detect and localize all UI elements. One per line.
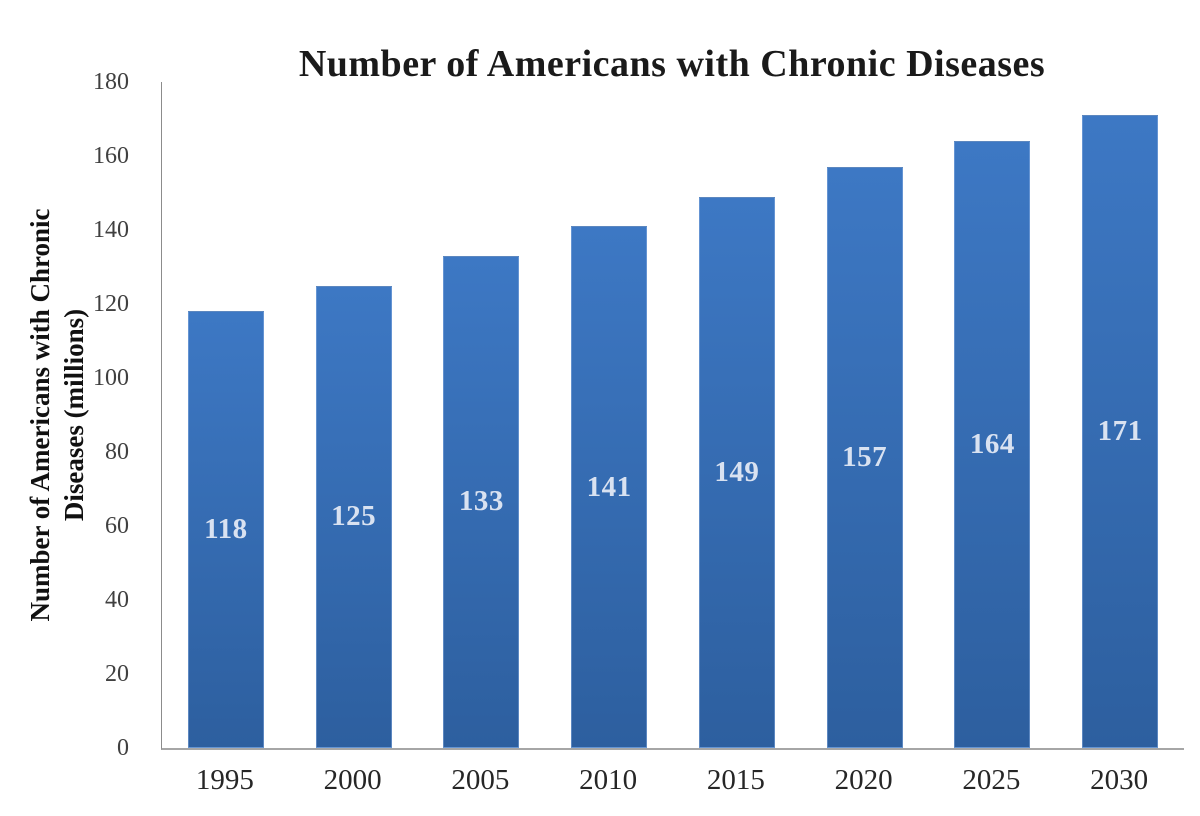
bar-slot-2015: 149: [673, 82, 801, 748]
y-tick-label-100: 100: [93, 365, 129, 391]
y-axis-tick-labels: 0 20 40 60 80 100 120 140 160 180: [0, 70, 147, 760]
bar-2000: 125: [315, 285, 392, 748]
x-tick-label-2025: 2025: [962, 763, 1021, 796]
bar-2010: 141: [571, 226, 648, 748]
bar-value-label-2005: 133: [458, 485, 504, 518]
y-tick-label-20: 20: [105, 661, 129, 688]
bar-2020: 157: [826, 167, 903, 748]
x-tick-label-2015: 2015: [706, 763, 765, 796]
x-tick-label-2010: 2010: [579, 763, 638, 796]
bar-slot-2020: 157: [801, 82, 929, 748]
x-tick-label-2000: 2000: [323, 763, 382, 796]
bar-value-label-2010: 141: [586, 470, 632, 503]
y-tick-label-40: 40: [105, 587, 129, 614]
bar-1995: 118: [187, 311, 264, 748]
y-tick-label-0: 0: [117, 735, 129, 761]
y-tick-label-160: 160: [93, 143, 129, 170]
bar-2015: 149: [698, 196, 775, 748]
bar-2005: 133: [443, 255, 520, 748]
bar-slot-2010: 141: [545, 82, 673, 748]
bar-value-label-2000: 125: [331, 500, 377, 533]
y-tick-label-180: 180: [93, 69, 129, 95]
bar-value-label-2020: 157: [842, 441, 888, 474]
x-tick-label-2005: 2005: [451, 763, 510, 796]
bar-value-label-2015: 149: [714, 455, 760, 488]
bar-value-label-2025: 164: [969, 428, 1015, 461]
chart-title: Number of Americans with Chronic Disease…: [298, 43, 1046, 85]
y-tick-label-140: 140: [93, 217, 129, 243]
x-tick-label-1995: 1995: [195, 763, 254, 796]
bar-value-label-2030: 171: [1097, 415, 1143, 448]
x-tick-label-2030: 2030: [1090, 763, 1149, 796]
bar-2030: 171: [1082, 115, 1159, 748]
y-tick-label-120: 120: [93, 291, 129, 317]
bar-slot-1995: 118: [162, 82, 290, 748]
bar-slot-2005: 133: [418, 82, 546, 748]
x-axis-tick-labels: 1995 2000 2005 2010 2015 2020 2025 2030: [161, 758, 1183, 802]
bar-2025: 164: [954, 141, 1031, 748]
x-tick-label-2020: 2020: [834, 763, 893, 796]
bar-value-label-1995: 118: [204, 513, 248, 546]
y-tick-label-80: 80: [105, 439, 129, 466]
bar-slot-2000: 125: [290, 82, 418, 748]
y-tick-label-60: 60: [105, 513, 129, 539]
bar-slot-2025: 164: [929, 82, 1057, 748]
bar-slot-2030: 171: [1056, 82, 1184, 748]
plot-area: 118 125 133 141 149 157 164 171: [161, 82, 1184, 750]
